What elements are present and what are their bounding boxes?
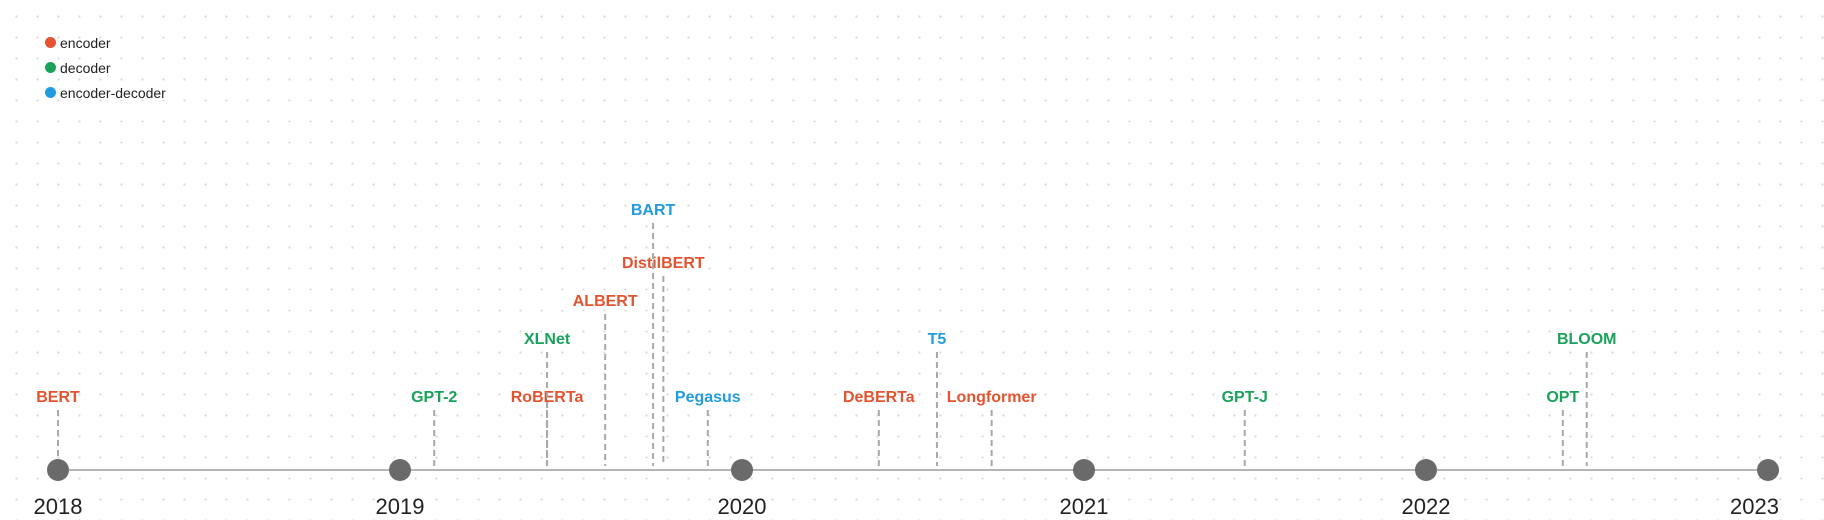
model-label: DistilBERT <box>622 255 705 272</box>
model-label: OPT <box>1546 389 1579 406</box>
legend-dot-icon <box>45 62 56 73</box>
legend-dot-icon <box>45 37 56 48</box>
legend-label: encoder-decoder <box>60 84 166 101</box>
model-label: BART <box>631 202 676 219</box>
model-label: Pegasus <box>675 389 741 406</box>
legend-item-encoder-decoder: encoder-decoder <box>45 80 166 105</box>
year-marker <box>1073 459 1095 481</box>
model-label: XLNet <box>524 331 571 348</box>
legend-label: decoder <box>60 59 111 76</box>
model-label: BLOOM <box>1557 331 1617 348</box>
year-marker <box>1415 459 1437 481</box>
legend-label: encoder <box>60 34 111 51</box>
year-label: 2023 <box>1730 494 1779 519</box>
year-marker <box>731 459 753 481</box>
legend-item-decoder: decoder <box>45 55 166 80</box>
year-label: 2021 <box>1060 494 1109 519</box>
model-label: DeBERTa <box>843 389 915 406</box>
model-label: BERT <box>36 389 80 406</box>
year-label: 2019 <box>376 494 425 519</box>
legend-dot-icon <box>45 87 56 98</box>
year-label: 2018 <box>34 494 83 519</box>
model-label: Longformer <box>947 389 1037 406</box>
year-marker <box>389 459 411 481</box>
model-label: GPT-J <box>1222 389 1268 406</box>
model-label: ALBERT <box>573 293 638 310</box>
year-label: 2022 <box>1402 494 1451 519</box>
year-marker <box>1757 459 1779 481</box>
year-marker <box>47 459 69 481</box>
model-label: T5 <box>928 331 947 348</box>
legend-item-encoder: encoder <box>45 30 166 55</box>
model-label: GPT-2 <box>411 389 457 406</box>
legend: encoder decoder encoder-decoder <box>45 30 166 105</box>
year-label: 2020 <box>718 494 767 519</box>
